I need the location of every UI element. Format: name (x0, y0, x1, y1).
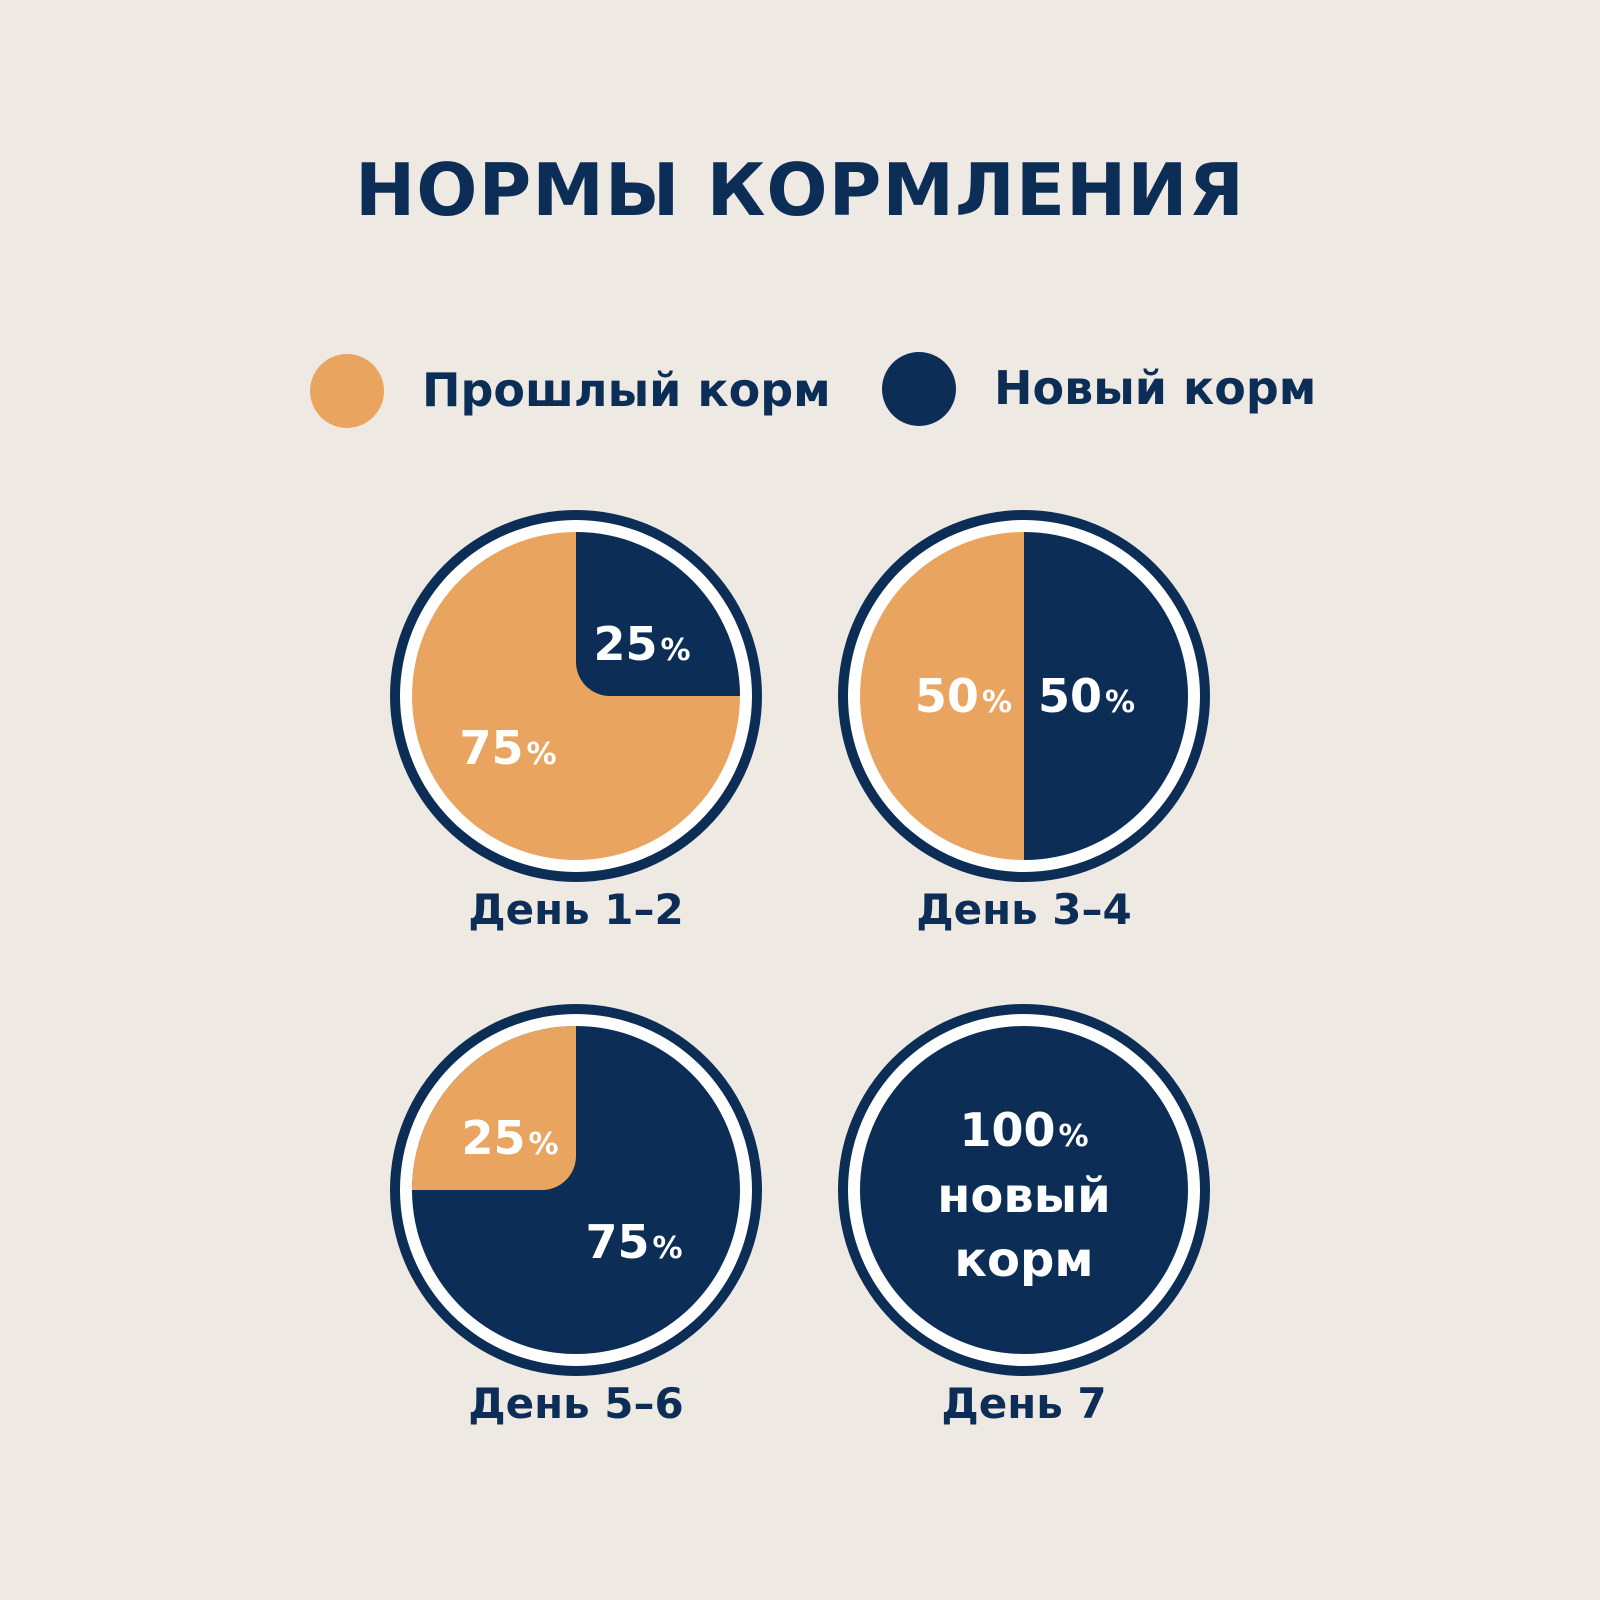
pie-label-new-food: 100% (959, 1103, 1088, 1157)
pie-chart-day-5-6: 25 % 75 % День 5–6 (390, 1004, 762, 1428)
pie-slice-new-food (1024, 532, 1188, 860)
pie-label-new-food: 25% (593, 617, 690, 671)
day-label-day-7: День 7 (941, 1379, 1106, 1428)
pie-chart-day-1-2: 25 % 75 % День 1–2 (390, 510, 762, 934)
legend-dot-new-food (882, 352, 956, 426)
pie-slice-old-food (860, 532, 1024, 860)
legend-label-new-food: Новый корм (994, 361, 1317, 415)
day-label-day-3-4: День 3–4 (916, 885, 1132, 934)
pie-label-old-food: 25% (461, 1111, 558, 1165)
pie-label-old-food: 75% (459, 721, 556, 775)
pie-slice-new-food (576, 532, 740, 696)
pie-center-text-line: корм (954, 1232, 1093, 1288)
pie-slice-old-food (412, 1026, 576, 1190)
day-label-day-5-6: День 5–6 (468, 1379, 684, 1428)
pie-slice-full (860, 1026, 1188, 1354)
pie-chart-day-3-4: 50% 50 % День 3–4 (838, 510, 1210, 934)
page-title: НОРМЫ КОРМЛЕНИЯ (355, 148, 1245, 232)
legend-label-old-food: Прошлый корм (422, 363, 831, 417)
legend-dot-old-food (310, 354, 384, 428)
pie-label-new-food: 75% (585, 1215, 682, 1269)
pie-label-old-food: 50% (915, 669, 1012, 723)
day-label-day-1-2: День 1–2 (468, 885, 684, 934)
pie-label-new-food: 50% (1038, 669, 1135, 723)
pie-chart-day-7: 100 % новый корм День 7 (838, 1004, 1210, 1428)
pie-center-text-line: новый (937, 1168, 1111, 1224)
